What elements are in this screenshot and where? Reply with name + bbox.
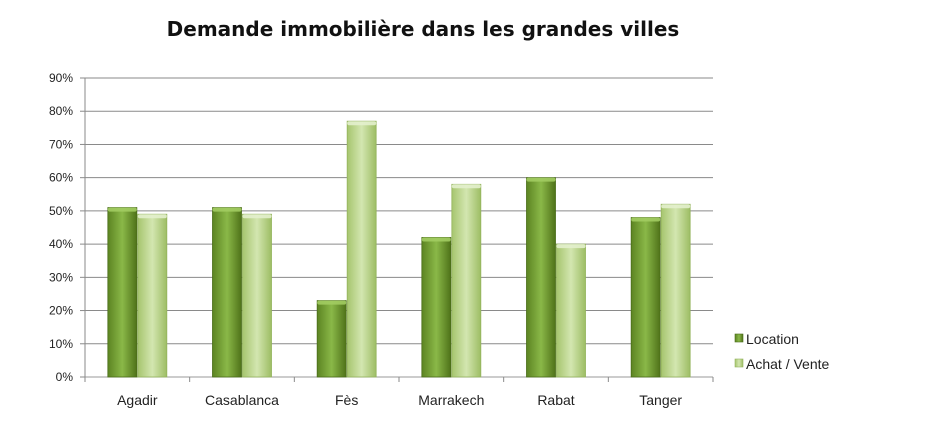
y-tick-label: 90% xyxy=(49,71,73,85)
bar-top-highlight xyxy=(421,237,451,242)
x-tick-label: Marrakech xyxy=(418,392,484,408)
x-tick-label: Casablanca xyxy=(205,392,279,408)
y-axis-ticks: 0% 10% 20% 30% 40% 50% 60% 70% 80% 90% xyxy=(49,71,73,384)
bar-top-highlight xyxy=(556,244,586,249)
bar-location-marrakech xyxy=(421,237,452,378)
y-tick-label: 20% xyxy=(49,304,73,318)
bar-location-fes xyxy=(316,300,347,378)
legend: Location Achat / Vente xyxy=(734,331,829,372)
legend-swatch-achat-vente xyxy=(734,358,744,368)
bar-top-highlight xyxy=(451,184,481,189)
bar-top-highlight xyxy=(347,121,377,126)
y-tick-label: 70% xyxy=(49,137,73,151)
bar-top-highlight xyxy=(242,214,272,219)
bar-achat-vente-marrakech xyxy=(451,183,482,378)
y-tick-label: 30% xyxy=(49,270,73,284)
y-tick-label: 0% xyxy=(56,370,74,384)
bar-achat-vente-rabat xyxy=(556,243,586,378)
bar-top-highlight xyxy=(212,207,242,212)
y-tick-label: 10% xyxy=(49,337,73,351)
bar-location-rabat xyxy=(526,177,556,378)
legend-label-achat-vente: Achat / Vente xyxy=(746,356,829,372)
y-tick-label: 40% xyxy=(49,237,73,251)
bar-achat-vente-tanger xyxy=(660,203,691,378)
x-tick-label: Tanger xyxy=(639,392,682,408)
x-tick-label: Rabat xyxy=(537,392,574,408)
bar-top-highlight xyxy=(107,207,137,212)
bar-achat-vente-casablanca xyxy=(242,213,272,378)
gridlines xyxy=(80,77,713,378)
bars xyxy=(107,120,691,378)
bar-top-highlight xyxy=(317,300,347,305)
y-tick-label: 80% xyxy=(49,104,73,118)
bar-location-casablanca xyxy=(212,207,242,378)
x-axis-ticks: Agadir Casablanca Fès Marrakech Rabat Tanger xyxy=(84,377,714,408)
legend-swatch-location xyxy=(734,333,744,343)
bar-achat-vente-agadir xyxy=(137,213,168,378)
chart-title: Demande immobilière dans les grandes vil… xyxy=(167,17,680,41)
bar-top-highlight xyxy=(137,214,167,219)
y-tick-label: 60% xyxy=(49,171,73,185)
bar-top-highlight xyxy=(631,217,661,222)
legend-label-location: Location xyxy=(746,331,799,347)
bar-top-highlight xyxy=(526,177,556,182)
bar-location-agadir xyxy=(107,207,138,378)
bar-location-tanger xyxy=(630,217,661,378)
bar-top-highlight xyxy=(661,204,691,209)
bar-achat-vente-fes xyxy=(346,120,377,378)
x-tick-label: Agadir xyxy=(117,392,158,408)
x-tick-label: Fès xyxy=(335,392,358,408)
y-tick-label: 50% xyxy=(49,204,73,218)
